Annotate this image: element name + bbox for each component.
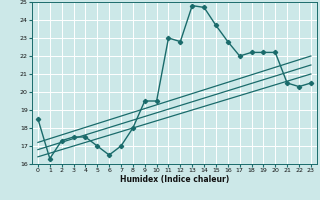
X-axis label: Humidex (Indice chaleur): Humidex (Indice chaleur): [120, 175, 229, 184]
